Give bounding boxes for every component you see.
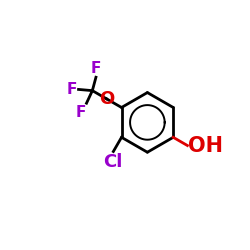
Text: F: F [91,61,101,76]
Text: O: O [99,90,114,108]
Text: F: F [67,82,77,97]
Text: F: F [75,105,86,120]
Text: Cl: Cl [103,154,122,172]
Text: OH: OH [188,136,223,156]
